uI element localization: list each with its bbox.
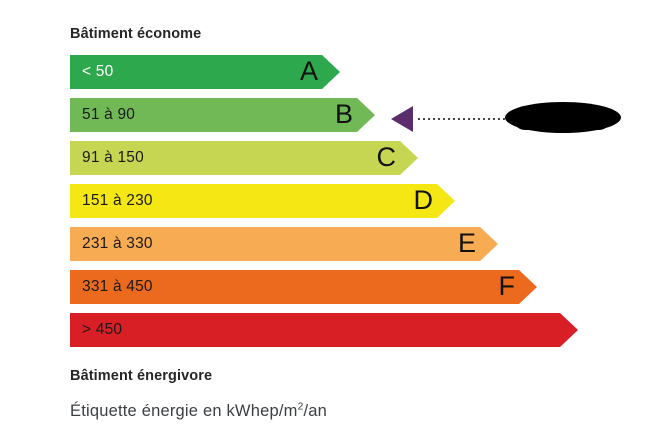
energy-class-range-e: 231 à 330	[82, 235, 153, 252]
energy-class-range-b: 51 à 90	[82, 106, 136, 123]
energy-class-row-b[interactable]: 51 à 90 B	[70, 98, 375, 132]
efficient-building-caption: Bâtiment économe	[70, 26, 202, 42]
energy-class-bar-a	[70, 55, 340, 89]
energy-class-range-c: 91 à 150	[82, 149, 144, 166]
energy-class-bar-f	[70, 270, 537, 304]
energy-class-letter-e: E	[457, 228, 476, 258]
energy-class-letter-b: B	[334, 99, 353, 129]
energy-class-range-f: 331 à 450	[82, 278, 153, 295]
energy-consuming-building-caption: Bâtiment énergivore	[70, 368, 213, 384]
energy-class-scale: < 50 A 51 à 90 B 91 à 150 C 151 à 230 D 231 à 33…	[0, 0, 667, 360]
energy-class-row-c[interactable]: 91 à 150 C	[70, 141, 418, 175]
energy-class-bar-b	[70, 98, 375, 132]
energy-class-letter-c: C	[376, 142, 397, 172]
unit-caption-suffix: /an	[303, 402, 327, 420]
redacted-value-box	[505, 102, 621, 133]
energy-class-bar-e	[70, 227, 498, 261]
energy-class-letter-f: F	[498, 271, 516, 301]
unit-caption-exponent: 2	[297, 401, 304, 413]
energy-class-row-a[interactable]: < 50 A	[70, 55, 340, 89]
energy-class-bar-g	[70, 313, 578, 347]
energy-class-letter-d: D	[413, 185, 434, 215]
energy-class-range-g: > 450	[82, 321, 123, 338]
energy-class-range-a: < 50	[82, 63, 114, 80]
energy-class-letter-a: A	[299, 56, 318, 86]
energy-class-range-d: 151 à 230	[82, 192, 153, 209]
energy-class-bar-c	[70, 141, 418, 175]
energy-class-row-d[interactable]: 151 à 230 D	[70, 184, 455, 218]
energy-class-bar-d	[70, 184, 455, 218]
unit-caption-prefix: Étiquette énergie en kWhep/m	[70, 402, 298, 420]
pointer-leader-line	[418, 118, 510, 120]
energy-class-row-g[interactable]: > 450	[70, 313, 578, 347]
energy-class-row-f[interactable]: 331 à 450 F	[70, 270, 537, 304]
energy-class-row-e[interactable]: 231 à 330 E	[70, 227, 498, 261]
selected-class-pointer-icon	[391, 106, 413, 132]
unit-caption: Étiquette énergie en kWhep/m2/an	[70, 402, 327, 421]
